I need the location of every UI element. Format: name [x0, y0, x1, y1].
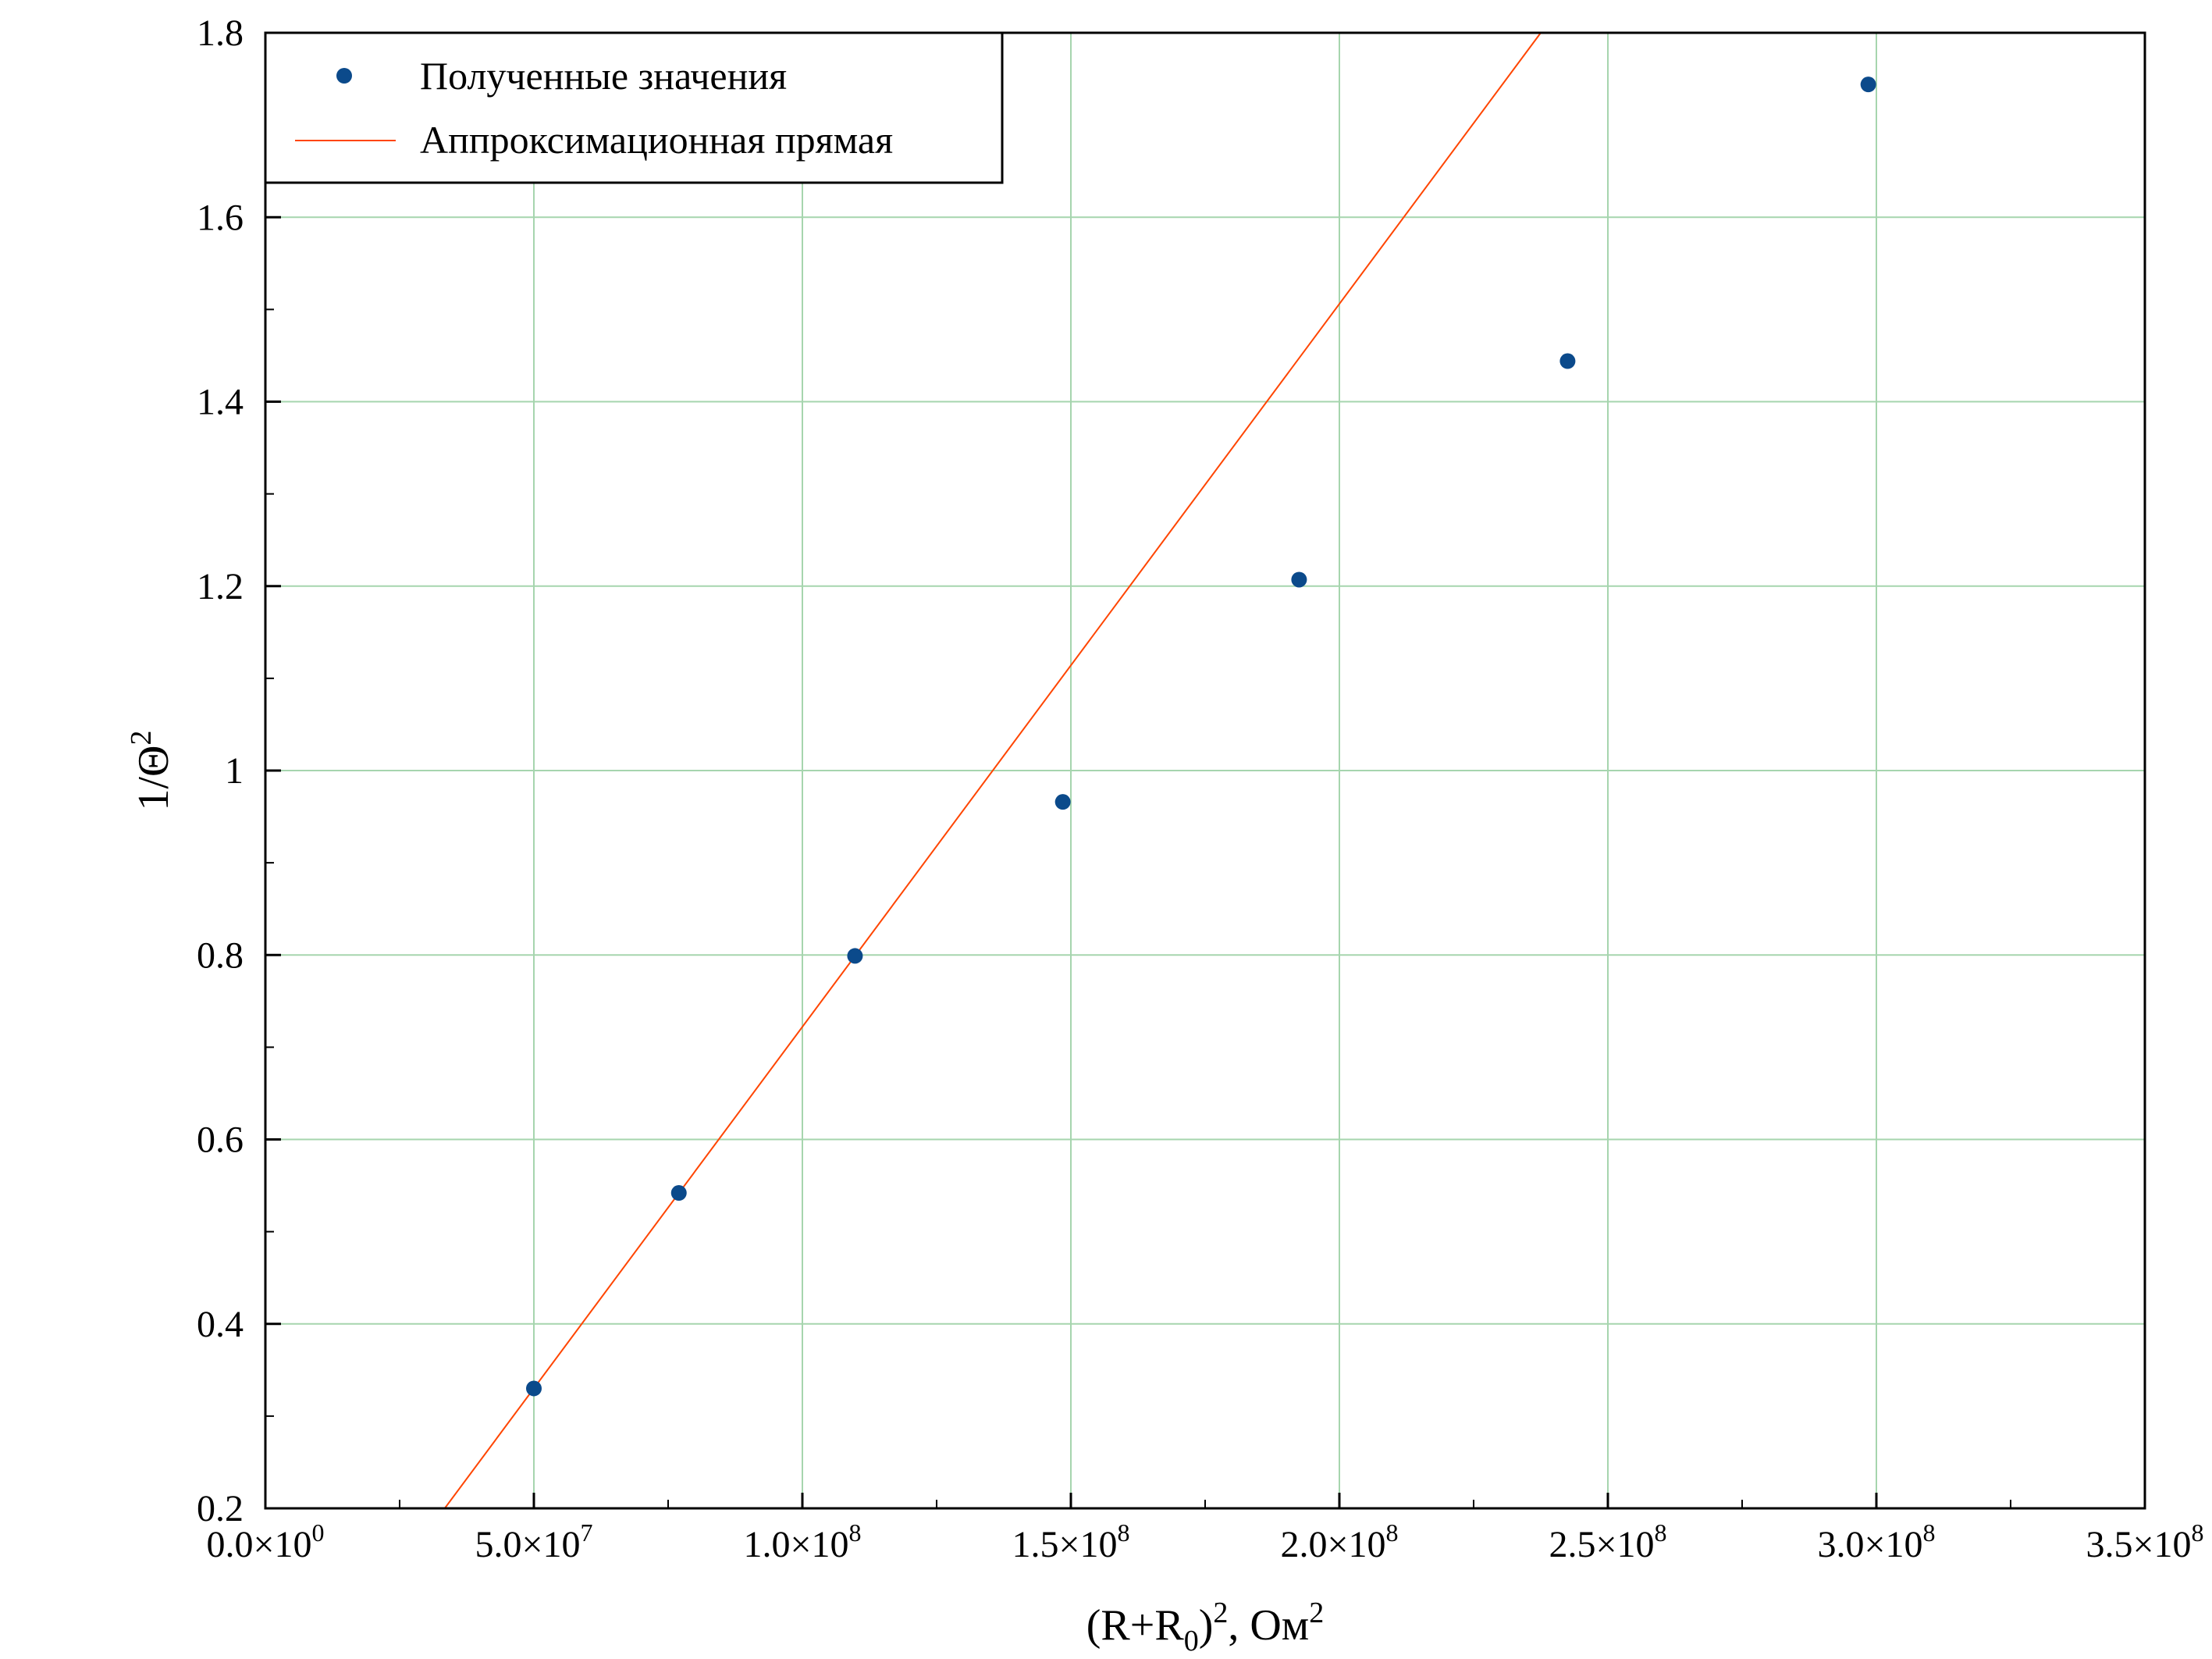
- data-point: [1291, 571, 1307, 588]
- data-point: [670, 1185, 687, 1202]
- data-point: [526, 1380, 542, 1397]
- data-point: [1559, 353, 1576, 369]
- x-tick-label: 3.0×108: [1817, 1518, 1935, 1565]
- fit-layer: [443, 32, 1542, 1509]
- x-tick-label: 5.0×107: [475, 1518, 592, 1565]
- y-axis-title: 1/Θ2: [125, 731, 178, 811]
- legend-label-line: Аппроксимационная прямая: [420, 118, 893, 162]
- data-point: [1054, 794, 1071, 810]
- x-tick-label: 0.0×100: [206, 1518, 324, 1565]
- plot-frame: [264, 31, 2146, 1510]
- y-tick-labels: 0.2 0.4 0.6 0.8 1 1.2 1.4 1.6 1.8: [197, 12, 244, 1529]
- legend-label-points: Полученные значения: [420, 54, 787, 98]
- y-tick-label: 0.8: [197, 935, 244, 976]
- grid: [265, 33, 2145, 1508]
- y-tick-label: 1.4: [197, 382, 244, 423]
- points-layer: [526, 77, 1876, 1397]
- x-tick-label: 3.5×108: [2086, 1518, 2203, 1565]
- data-point: [847, 948, 863, 964]
- y-tick-label: 1: [225, 750, 244, 792]
- y-tick-label: 1.8: [197, 12, 244, 54]
- fit-line: [443, 32, 1542, 1509]
- minor-ticks: [265, 124, 2011, 1508]
- y-tick-label: 1.2: [197, 566, 244, 607]
- y-tick-label: 1.6: [197, 197, 244, 238]
- legend-marker-points: [336, 68, 352, 84]
- x-axis-title: (R+R0)2, Ом2: [1086, 1597, 1324, 1657]
- y-tick-label: 0.2: [197, 1488, 244, 1529]
- x-tick-label: 1.0×108: [743, 1518, 861, 1565]
- x-tick-labels: 0.0×100 5.0×107 1.0×108 1.5×108 2.0×108 2.5×1…: [206, 1518, 2203, 1565]
- x-tick-label: 2.0×108: [1280, 1518, 1398, 1565]
- legend-box: [264, 31, 1004, 184]
- x-tick-label: 2.5×108: [1549, 1518, 1666, 1565]
- x-tick-label: 1.5×108: [1012, 1518, 1129, 1565]
- y-tick-label: 0.4: [197, 1304, 244, 1345]
- data-point: [1860, 77, 1876, 93]
- legend: Полученные значения Аппроксимационная пр…: [264, 31, 1004, 184]
- y-tick-label: 0.6: [197, 1120, 244, 1161]
